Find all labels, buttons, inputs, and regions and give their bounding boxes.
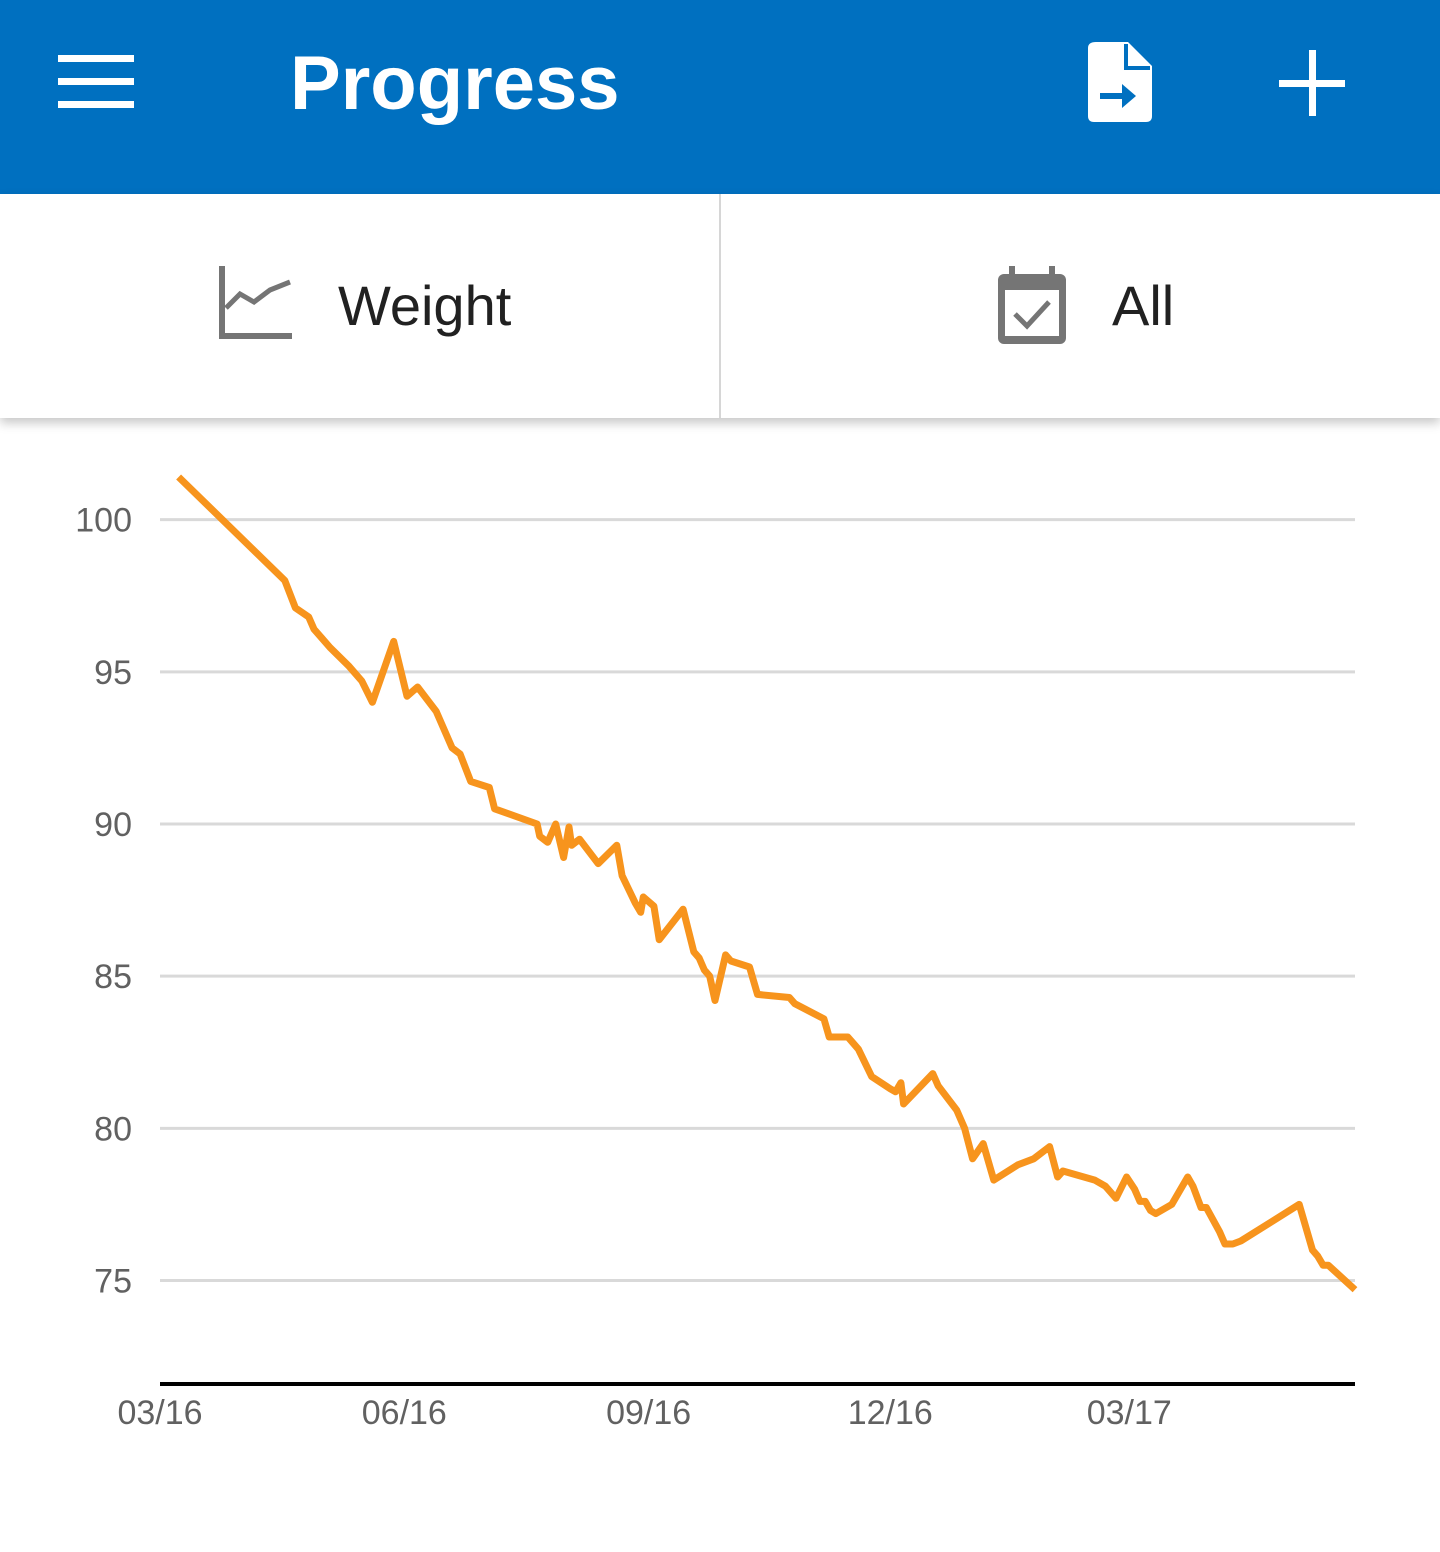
y-tick-label: 95 [94, 654, 132, 692]
selector-divider [719, 194, 721, 418]
weight-chart: 75 80 85 90 95 100 03/16 06/16 09/16 12/16 03/17 [0, 418, 1440, 1547]
y-tick-label: 100 [75, 502, 132, 540]
menu-button[interactable] [40, 40, 152, 124]
metric-selector[interactable]: Weight [0, 194, 719, 418]
page-title: Progress [290, 41, 620, 126]
add-button[interactable] [1262, 34, 1362, 134]
x-tick-label: 09/16 [606, 1394, 691, 1432]
weight-series-line [176, 474, 1358, 1293]
export-button[interactable] [1070, 30, 1170, 140]
x-tick-label: 06/16 [362, 1394, 447, 1432]
y-tick-label: 80 [94, 1110, 132, 1148]
x-tick-label: 03/17 [1087, 1394, 1172, 1432]
selector-bar: Weight All [0, 194, 1440, 418]
metric-label: Weight [338, 274, 512, 337]
weight-chart-svg: 75 80 85 90 95 100 03/16 06/16 09/16 12/16 03/17 [75, 474, 1358, 1432]
y-tick-label: 75 [94, 1263, 132, 1301]
range-label: All [1112, 274, 1175, 337]
add-icon [1279, 50, 1345, 116]
range-selector[interactable]: All [721, 194, 1440, 418]
menu-icon [58, 55, 134, 108]
calendar-check-icon [998, 266, 1066, 344]
x-tick-label: 03/16 [117, 1394, 202, 1432]
y-tick-label: 85 [94, 958, 132, 996]
x-tick-label: 12/16 [848, 1394, 933, 1432]
y-tick-label: 90 [94, 806, 132, 844]
file-export-icon [1088, 42, 1152, 122]
line-chart-icon [219, 266, 292, 339]
app-bar: Progress [0, 0, 1440, 194]
